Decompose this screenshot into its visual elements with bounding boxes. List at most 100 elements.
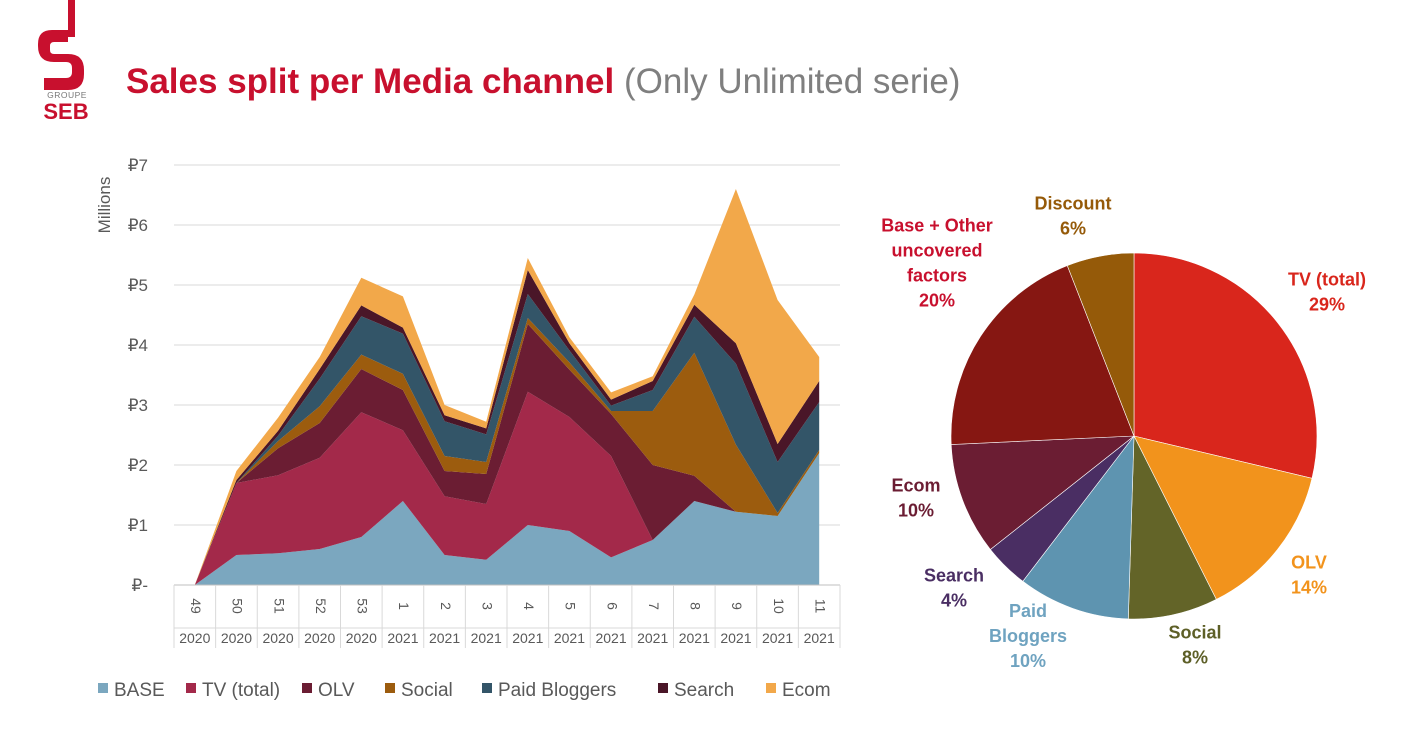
area-paid-bloggers	[194, 294, 820, 585]
x-tick-year-label: 2020	[346, 630, 377, 646]
x-tick-year-label: 2021	[804, 630, 835, 646]
x-tick-week-label: 52	[313, 598, 329, 614]
x-tick-year-label: 2021	[429, 630, 460, 646]
pie-label-name: Discount	[1034, 194, 1111, 214]
pie-slice	[950, 435, 1135, 550]
pie-label-name: factors	[907, 266, 967, 286]
legend-label: Search	[674, 680, 734, 701]
title-sub: (Only Unlimited serie)	[623, 62, 961, 101]
x-tick-year-label: 2021	[679, 630, 710, 646]
legend-item: Search	[658, 680, 734, 701]
x-tick-week-label: 11	[812, 599, 828, 614]
pie-label-name: Ecom	[891, 476, 940, 496]
x-tick-year-label: 2020	[221, 630, 252, 646]
pie-slice	[1127, 435, 1217, 620]
pie-label-percent: 20%	[919, 291, 955, 311]
legend-item: Social	[385, 680, 453, 701]
pie-slice-label: Base + Other uncovered factors 20%	[881, 216, 993, 311]
x-tick-week-label: 53	[355, 598, 371, 614]
y-tick-label: ₽6	[128, 216, 148, 235]
legend-label: TV (total)	[202, 680, 280, 701]
y-tick-label: ₽-	[132, 576, 148, 595]
x-tick-year-label: 2020	[179, 630, 210, 646]
x-tick-week-label: 3	[479, 602, 495, 610]
pie-label-name: Search	[924, 566, 984, 586]
area-olv	[194, 324, 820, 585]
legend-label: OLV	[318, 680, 355, 701]
legend-item: Ecom	[766, 680, 831, 701]
legend-swatch	[658, 683, 668, 693]
legend-swatch	[186, 683, 196, 693]
pie-label-name: OLV	[1291, 553, 1327, 573]
x-tick-year-label: 2020	[304, 630, 335, 646]
pie-label-name: uncovered	[891, 241, 982, 261]
x-tick-year-label: 2021	[720, 630, 751, 646]
pie-slice-label: TV (total) 29%	[1288, 270, 1366, 315]
pie-slice	[1066, 252, 1135, 437]
y-tick-label: ₽3	[128, 396, 148, 415]
y-tick-label: ₽2	[128, 456, 148, 475]
y-tick-label: ₽5	[128, 276, 148, 295]
area-tv-total	[194, 391, 820, 585]
pie-slice-label: Social 8%	[1168, 623, 1221, 668]
x-tick-week-label: 4	[521, 602, 537, 610]
pie-slice-label: Paid Bloggers 10%	[989, 601, 1067, 671]
legend-item: OLV	[302, 680, 355, 701]
x-tick-week-label: 49	[188, 598, 204, 614]
pie-label-percent: 10%	[1010, 651, 1046, 671]
x-tick-year-label: 2021	[595, 630, 626, 646]
pie-label-name: TV (total)	[1288, 270, 1366, 290]
pie-slice-label: Ecom 10%	[891, 476, 940, 521]
area-base	[194, 453, 820, 585]
pie-slice	[1133, 435, 1313, 600]
pie-slice-label: OLV 14%	[1291, 553, 1327, 598]
legend-swatch	[98, 683, 108, 693]
legend-label: BASE	[114, 680, 165, 701]
pie-label-percent: 14%	[1291, 578, 1327, 598]
x-tick-year-label: 2021	[554, 630, 585, 646]
pie-label-name: Paid	[1009, 601, 1047, 621]
pie-slice	[950, 265, 1135, 445]
logo-text-seb: SEB	[43, 99, 88, 122]
groupe-seb-logo: GROUPE SEB	[38, 0, 89, 122]
x-tick-week-label: 50	[230, 598, 246, 614]
page-title: Sales split per Media channel (Only Unli…	[126, 62, 960, 102]
area-social	[194, 318, 820, 585]
pie-slice	[1022, 435, 1135, 620]
x-tick-year-label: 2021	[387, 630, 418, 646]
x-tick-year-label: 2021	[471, 630, 502, 646]
pie-slice	[1133, 252, 1318, 479]
y-tick-label: ₽4	[128, 336, 148, 355]
x-tick-week-label: 8	[688, 602, 704, 610]
pie-label-name: Base + Other	[881, 216, 993, 236]
legend-swatch	[766, 683, 776, 693]
x-tick-year-label: 2021	[637, 630, 668, 646]
pie-label-name: Bloggers	[989, 626, 1067, 646]
legend-swatch	[385, 683, 395, 693]
legend-item: BASE	[98, 680, 165, 701]
pie-label-percent: 4%	[941, 591, 967, 611]
x-tick-week-label: 10	[771, 598, 787, 614]
legend-label: Social	[401, 680, 453, 701]
pie-label-name: Social	[1168, 623, 1221, 643]
pie-slice	[989, 435, 1135, 582]
legend-item: TV (total)	[186, 680, 280, 701]
x-tick-week-label: 5	[563, 602, 579, 610]
x-tick-week-label: 51	[271, 598, 287, 614]
x-tick-week-label: 7	[646, 602, 662, 610]
pie-slice-label: Search 4%	[924, 566, 984, 611]
logo-text-groupe: GROUPE	[47, 90, 87, 100]
y-tick-label: ₽7	[128, 156, 148, 175]
legend-item: Paid Bloggers	[482, 680, 616, 701]
legend-label: Paid Bloggers	[498, 680, 616, 701]
title-main: Sales split per Media channel	[126, 62, 615, 101]
legend-swatch	[482, 683, 492, 693]
pie-label-percent: 29%	[1309, 295, 1345, 315]
pie-slice-label: Discount 6%	[1034, 194, 1111, 239]
x-tick-year-label: 2021	[762, 630, 793, 646]
x-tick-year-label: 2021	[512, 630, 543, 646]
legend-label: Ecom	[782, 680, 831, 701]
x-tick-week-label: 2	[438, 602, 454, 610]
logo-mark-shape	[38, 0, 84, 90]
pie-label-percent: 10%	[898, 501, 934, 521]
